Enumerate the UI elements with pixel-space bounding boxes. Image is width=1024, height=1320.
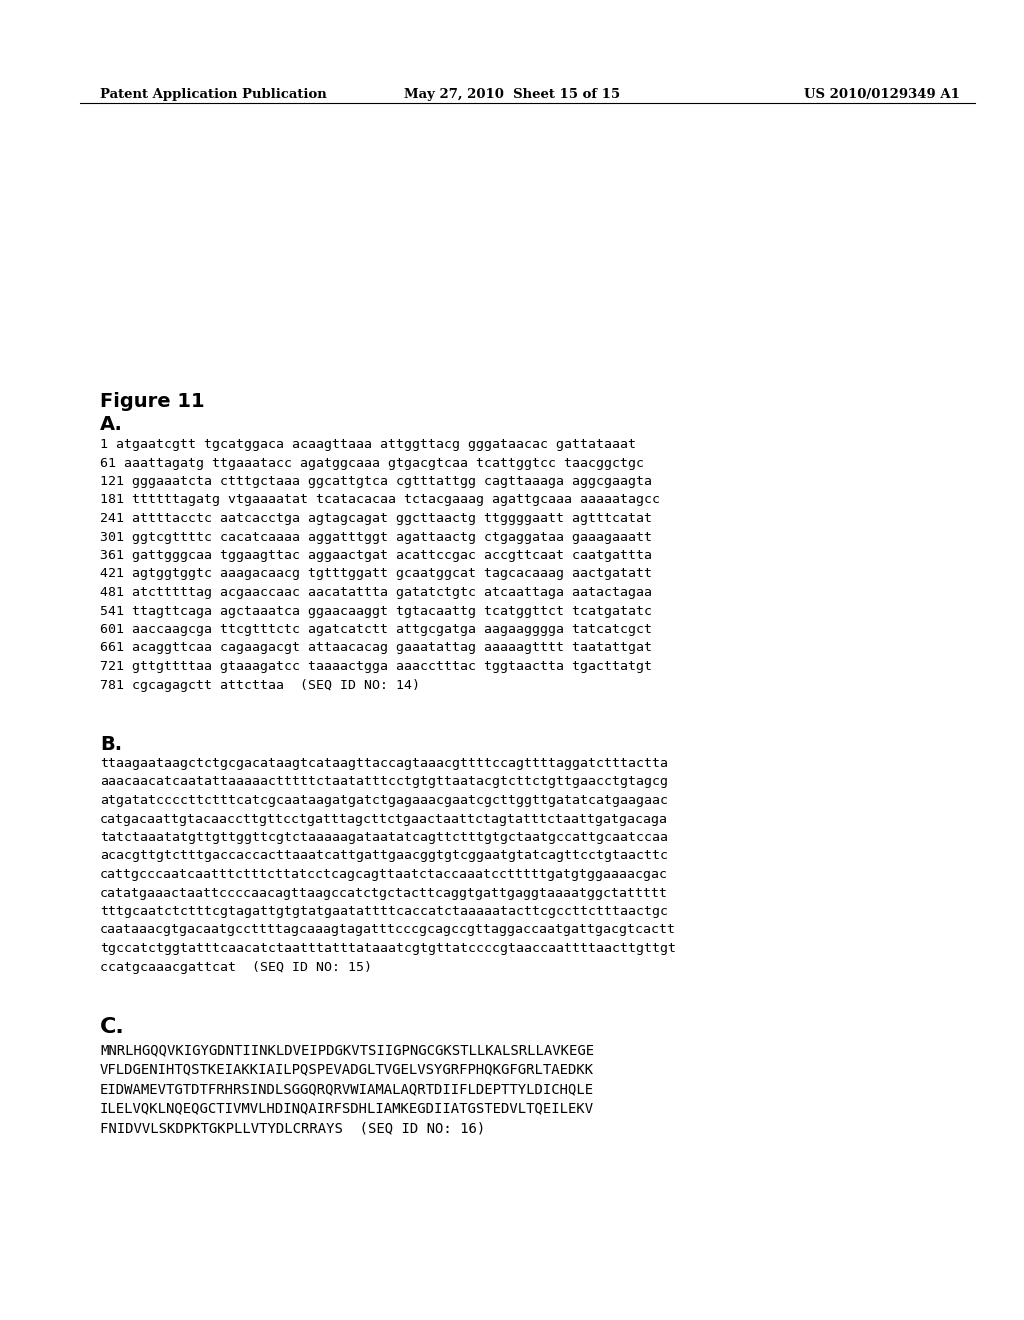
Text: 421 agtggtggtc aaagacaacg tgtttggatt gcaatggcat tagcacaaag aactgatatt: 421 agtggtggtc aaagacaacg tgtttggatt gca… (100, 568, 652, 581)
Text: cattgcccaatcaatttctttcttatcctcagcagttaatctaccaaatcctttttgatgtggaaaacgac: cattgcccaatcaatttctttcttatcctcagcagttaat… (100, 869, 668, 880)
Text: 601 aaccaagcga ttcgtttctc agatcatctt attgcgatga aagaagggga tatcatcgct: 601 aaccaagcga ttcgtttctc agatcatctt att… (100, 623, 652, 636)
Text: B.: B. (100, 735, 122, 754)
Text: atgatatccccttctttcatcgcaataagatgatctgagaaacgaatcgcttggttgatatcatgaagaac: atgatatccccttctttcatcgcaataagatgatctgaga… (100, 795, 668, 807)
Text: EIDWAMEVTGTDTFRHRSINDLSGGQRQRVWIAMALAQRTDIIFLDEPTTYLDICHQLE: EIDWAMEVTGTDTFRHRSINDLSGGQRQRVWIAMALAQRT… (100, 1082, 594, 1096)
Text: 661 acaggttcaa cagaagacgt attaacacag gaaatattag aaaaagtttt taatattgat: 661 acaggttcaa cagaagacgt attaacacag gaa… (100, 642, 652, 655)
Text: MNRLHGQQVKIGYGDNTIINKLDVEIPDGKVTSIIGPNGCGKSTLLKALSRLLAVKEGE: MNRLHGQQVKIGYGDNTIINKLDVEIPDGKVTSIIGPNGC… (100, 1043, 594, 1057)
Text: 61 aaattagatg ttgaaatacc agatggcaaa gtgacgtcaa tcattggtcc taacggctgc: 61 aaattagatg ttgaaatacc agatggcaaa gtga… (100, 457, 644, 470)
Text: 541 ttagttcaga agctaaatca ggaacaaggt tgtacaattg tcatggttct tcatgatatc: 541 ttagttcaga agctaaatca ggaacaaggt tgt… (100, 605, 652, 618)
Text: caataaacgtgacaatgccttttagcaaagtagatttcccgcagccgttaggaccaatgattgacgtcactt: caataaacgtgacaatgccttttagcaaagtagatttccc… (100, 924, 676, 936)
Text: 361 gattgggcaa tggaagttac aggaactgat acattccgac accgttcaat caatgattta: 361 gattgggcaa tggaagttac aggaactgat aca… (100, 549, 652, 562)
Text: catatgaaactaattccccaacagttaagccatctgctacttcaggtgattgaggtaaaatggctattttt: catatgaaactaattccccaacagttaagccatctgctac… (100, 887, 668, 899)
Text: May 27, 2010  Sheet 15 of 15: May 27, 2010 Sheet 15 of 15 (403, 88, 621, 102)
Text: ccatgcaaacgattcat  (SEQ ID NO: 15): ccatgcaaacgattcat (SEQ ID NO: 15) (100, 961, 372, 974)
Text: 1 atgaatcgtt tgcatggaca acaagttaaa attggttacg gggataacac gattataaat: 1 atgaatcgtt tgcatggaca acaagttaaa attgg… (100, 438, 636, 451)
Text: 241 attttacctc aatcacctga agtagcagat ggcttaactg ttggggaatt agtttcatat: 241 attttacctc aatcacctga agtagcagat ggc… (100, 512, 652, 525)
Text: ILELVQKLNQEQGCTIVMVLHDINQAIRFSDHLIAMKEGDIIATGSTEDVLTQEILEKV: ILELVQKLNQEQGCTIVMVLHDINQAIRFSDHLIAMKEGD… (100, 1101, 594, 1115)
Text: 301 ggtcgttttc cacatcaaaa aggatttggt agattaactg ctgaggataa gaaagaaatt: 301 ggtcgttttc cacatcaaaa aggatttggt aga… (100, 531, 652, 544)
Text: 121 gggaaatcta ctttgctaaa ggcattgtca cgtttattgg cagttaaaga aggcgaagta: 121 gggaaatcta ctttgctaaa ggcattgtca cgt… (100, 475, 652, 488)
Text: 781 cgcagagctt attcttaa  (SEQ ID NO: 14): 781 cgcagagctt attcttaa (SEQ ID NO: 14) (100, 678, 420, 692)
Text: acacgttgtctttgaccaccacttaaatcattgattgaacggtgtcggaatgtatcagttcctgtaacttc: acacgttgtctttgaccaccacttaaatcattgattgaac… (100, 850, 668, 862)
Text: tgccatctggtatttcaacatctaatttatttataaatcgtgttatccccgtaaccaattttaacttgttgt: tgccatctggtatttcaacatctaatttatttataaatcg… (100, 942, 676, 954)
Text: A.: A. (100, 414, 123, 434)
Text: 721 gttgttttaa gtaaagatcc taaaactgga aaacctttac tggtaactta tgacttatgt: 721 gttgttttaa gtaaagatcc taaaactgga aaa… (100, 660, 652, 673)
Text: C.: C. (100, 1016, 125, 1038)
Text: tttgcaatctctttcgtagattgtgtatgaatattttcaccatctaaaaatacttcgccttctttaactgc: tttgcaatctctttcgtagattgtgtatgaatattttcac… (100, 906, 668, 917)
Text: US 2010/0129349 A1: US 2010/0129349 A1 (804, 88, 961, 102)
Text: aaacaacatcaatattaaaaactttttctaatatttcctgtgttaatacgtcttctgttgaacctgtagcg: aaacaacatcaatattaaaaactttttctaatatttcctg… (100, 776, 668, 788)
Text: VFLDGENIHTQSTKEIAKKIAILPQSPEVADGLTVGELVSYGRFPHQKGFGRLTAEDKK: VFLDGENIHTQSTKEIAKKIAILPQSPEVADGLTVGELVS… (100, 1063, 594, 1077)
Text: 181 ttttttagatg vtgaaaatat tcatacacaa tctacgaaag agattgcaaa aaaaatagcc: 181 ttttttagatg vtgaaaatat tcatacacaa tc… (100, 494, 660, 507)
Text: Patent Application Publication: Patent Application Publication (100, 88, 327, 102)
Text: 481 atctttttag acgaaccaac aacatattta gatatctgtc atcaattaga aatactagaa: 481 atctttttag acgaaccaac aacatattta gat… (100, 586, 652, 599)
Text: Figure 11: Figure 11 (100, 392, 205, 411)
Text: FNIDVVLSKDPKTGKPLLVTYDLCRRAYS  (SEQ ID NO: 16): FNIDVVLSKDPKTGKPLLVTYDLCRRAYS (SEQ ID NO… (100, 1121, 485, 1135)
Text: ttaagaataagctctgcgacataagtcataagttaccagtaaacgttttccagttttaggatctttactta: ttaagaataagctctgcgacataagtcataagttaccagt… (100, 756, 668, 770)
Text: tatctaaatatgttgttggttcgtctaaaaagataatatcagttctttgtgctaatgccattgcaatccaa: tatctaaatatgttgttggttcgtctaaaaagataatatc… (100, 832, 668, 843)
Text: catgacaattgtacaaccttgttcctgatttagcttctgaactaattctagtatttctaattgatgacaga: catgacaattgtacaaccttgttcctgatttagcttctga… (100, 813, 668, 825)
